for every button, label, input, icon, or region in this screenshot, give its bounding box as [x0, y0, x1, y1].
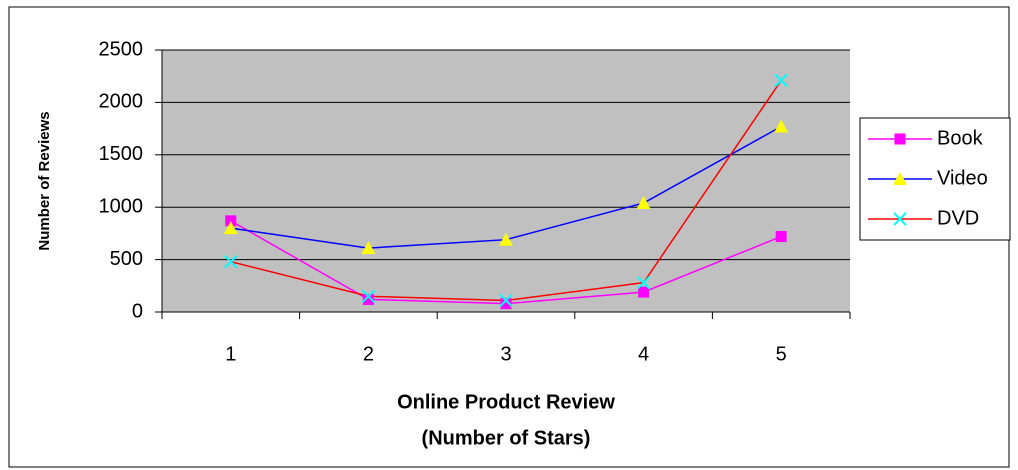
marker	[223, 221, 238, 235]
y-tick-label: 2500	[99, 38, 144, 60]
x-tick-label: 4	[638, 343, 649, 365]
legend-marker	[893, 172, 907, 185]
marker	[638, 286, 650, 298]
x-tick-label: 1	[225, 343, 236, 365]
legend-label: Video	[937, 167, 988, 189]
y-axis-title: Number of Reviews	[36, 111, 53, 250]
legend-label: Book	[937, 127, 984, 149]
marker	[499, 293, 513, 308]
y-tick-label: 0	[132, 300, 143, 322]
marker	[636, 275, 651, 290]
marker	[774, 119, 789, 133]
legend-marker	[893, 212, 907, 226]
y-tick-label: 2000	[99, 91, 144, 113]
y-tick-label: 1000	[99, 195, 144, 217]
x-tick-label: 2	[363, 343, 374, 365]
marker	[499, 232, 513, 246]
marker	[361, 241, 376, 255]
x-axis-title: Online Product Review	[397, 391, 615, 413]
marker	[774, 73, 788, 88]
marker	[775, 231, 787, 243]
y-tick-label: 1500	[99, 143, 144, 165]
y-tick-label: 500	[110, 248, 143, 270]
legend-label: DVD	[937, 207, 979, 229]
marker	[224, 254, 238, 269]
marker	[500, 298, 512, 310]
x-tick-label: 3	[500, 343, 511, 365]
legend-marker	[894, 133, 906, 145]
plot-area	[162, 50, 850, 312]
marker	[361, 289, 376, 303]
marker	[636, 196, 651, 210]
x-tick-label: 5	[776, 343, 787, 365]
x-axis-title: (Number of Stars)	[422, 427, 591, 449]
marker	[362, 293, 374, 305]
